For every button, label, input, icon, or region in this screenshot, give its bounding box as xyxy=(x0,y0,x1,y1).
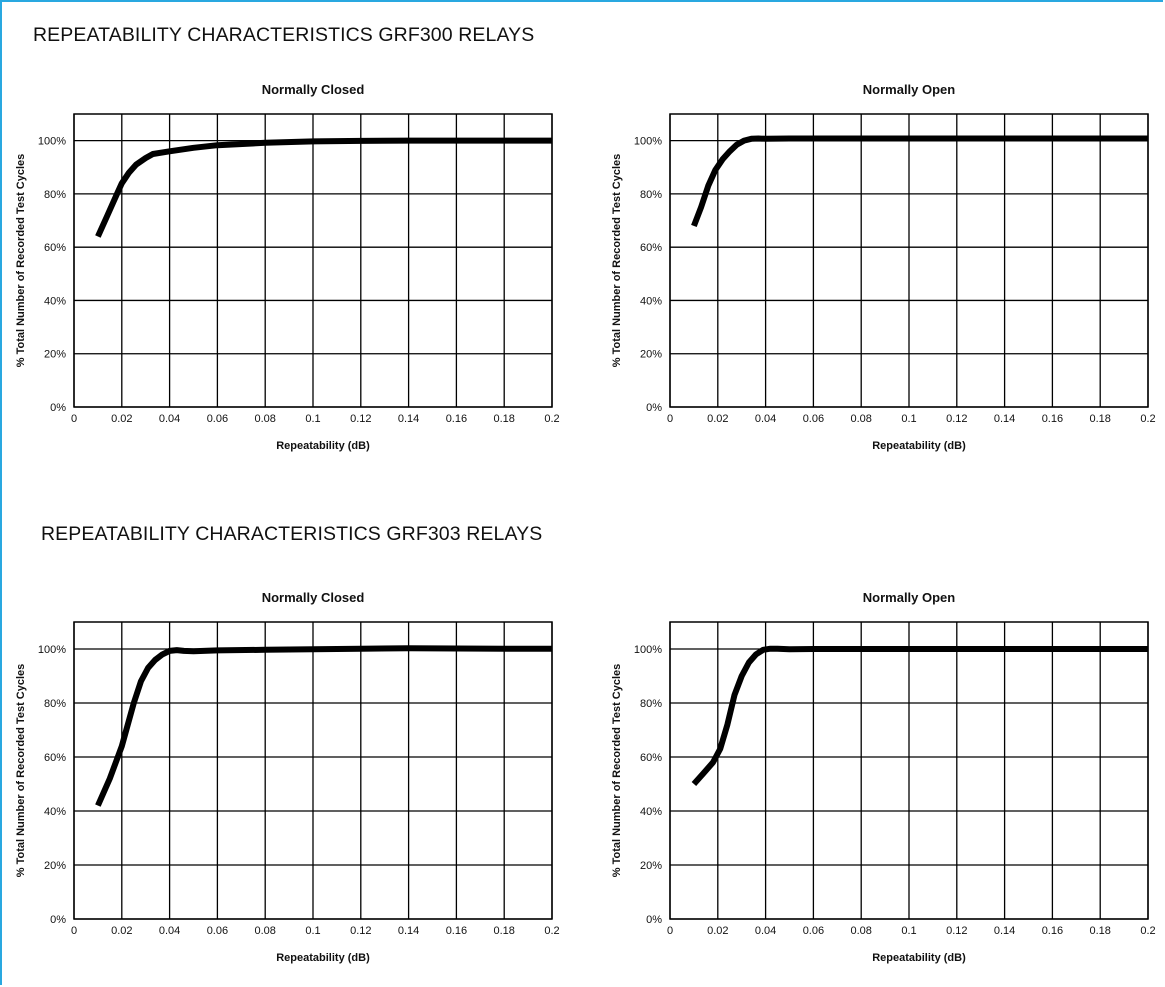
section-title-grf303: REPEATABILITY CHARACTERISTICS GRF303 REL… xyxy=(41,523,543,545)
y-tick-label: 40% xyxy=(44,295,66,307)
y-tick-label: 80% xyxy=(44,698,66,710)
y-tick-label: 80% xyxy=(44,189,66,201)
y-tick-label: 60% xyxy=(640,752,662,764)
x-tick-label: 0 xyxy=(667,925,673,937)
x-tick-label: 0.16 xyxy=(1042,413,1063,425)
chart-title: Normally Open xyxy=(863,590,956,605)
x-tick-label: 0.1 xyxy=(305,413,320,425)
y-tick-label: 0% xyxy=(646,402,662,414)
chart-grf303-normally-open: Normally Open 0 0.02 0.04 0.06 0.08 0.1 0.12 0.1… xyxy=(611,590,1156,964)
x-tick-label: 0.04 xyxy=(755,925,776,937)
x-tick-label: 0 xyxy=(71,925,77,937)
x-axis-label: Repeatability (dB) xyxy=(872,440,966,452)
y-tick-label: 100% xyxy=(38,644,66,656)
y-axis-label: % Total Number of Recorded Test Cycles xyxy=(611,154,623,368)
x-tick-label: 0.18 xyxy=(1089,925,1110,937)
y-tick-label: 80% xyxy=(640,698,662,710)
x-axis-label: Repeatability (dB) xyxy=(276,440,370,452)
x-tick-label: 0.06 xyxy=(207,413,228,425)
y-tick-label: 20% xyxy=(640,349,662,361)
series-line xyxy=(691,645,1148,786)
y-tick-label: 20% xyxy=(44,349,66,361)
y-tick-label: 20% xyxy=(44,860,66,872)
x-tick-label: 0 xyxy=(667,413,673,425)
x-tick-label: 0.12 xyxy=(350,413,371,425)
y-tick-label: 0% xyxy=(50,914,66,926)
y-tick-label: 60% xyxy=(44,242,66,254)
x-tick-label: 0.16 xyxy=(1042,925,1063,937)
plot-frame xyxy=(73,113,553,408)
x-tick-label: 0.12 xyxy=(350,925,371,937)
y-tick-label: 0% xyxy=(50,402,66,414)
x-tick-label: 0.08 xyxy=(254,413,275,425)
x-tick-label: 0.02 xyxy=(111,925,132,937)
x-axis-label: Repeatability (dB) xyxy=(276,952,370,964)
plot-frame xyxy=(669,621,1149,920)
x-tick-label: 0.12 xyxy=(946,413,967,425)
x-tick-label: 0.06 xyxy=(207,925,228,937)
chart-title: Normally Closed xyxy=(262,82,365,97)
x-tick-label: 0 xyxy=(71,413,77,425)
x-tick-label: 0.06 xyxy=(803,413,824,425)
y-tick-label: 60% xyxy=(44,752,66,764)
x-tick-label: 0.04 xyxy=(159,413,180,425)
x-tick-label: 0.14 xyxy=(994,413,1015,425)
y-axis-label: % Total Number of Recorded Test Cycles xyxy=(15,664,27,878)
x-axis-label: Repeatability (dB) xyxy=(872,952,966,964)
y-tick-label: 100% xyxy=(38,136,66,148)
chart-grf300-normally-closed: Normally Closed 0 0.02 0.04 0.06 0.08 0.1 0.12 0… xyxy=(15,82,560,452)
x-tick-label: 0.08 xyxy=(254,925,275,937)
x-tick-label: 0.14 xyxy=(398,925,419,937)
x-tick-label: 0.18 xyxy=(493,413,514,425)
y-tick-label: 100% xyxy=(634,136,662,148)
x-tick-label: 0.04 xyxy=(159,925,180,937)
x-tick-label: 0.14 xyxy=(398,413,419,425)
x-tick-label: 0.12 xyxy=(946,925,967,937)
series-line xyxy=(95,137,552,238)
x-tick-label: 0.1 xyxy=(901,413,916,425)
x-tick-label: 0.18 xyxy=(493,925,514,937)
y-tick-label: 40% xyxy=(640,806,662,818)
y-tick-label: 40% xyxy=(640,295,662,307)
y-axis-label: % Total Number of Recorded Test Cycles xyxy=(611,664,623,878)
x-tick-label: 0.2 xyxy=(544,925,559,937)
x-tick-label: 0.2 xyxy=(1140,925,1155,937)
x-tick-label: 0.1 xyxy=(305,925,320,937)
series-line xyxy=(95,645,552,807)
x-tick-label: 0.04 xyxy=(755,413,776,425)
chart-title: Normally Open xyxy=(863,82,956,97)
x-tick-label: 0.02 xyxy=(707,413,728,425)
plot-frame xyxy=(669,113,1149,408)
x-tick-label: 0.2 xyxy=(1140,413,1155,425)
x-tick-label: 0.16 xyxy=(446,925,467,937)
y-tick-label: 0% xyxy=(646,914,662,926)
y-tick-label: 60% xyxy=(640,242,662,254)
x-tick-label: 0.18 xyxy=(1089,413,1110,425)
series-line xyxy=(691,135,1148,227)
x-tick-label: 0.1 xyxy=(901,925,916,937)
y-tick-label: 100% xyxy=(634,644,662,656)
section-title-grf300: REPEATABILITY CHARACTERISTICS GRF300 REL… xyxy=(33,24,535,46)
y-tick-label: 80% xyxy=(640,189,662,201)
x-tick-label: 0.08 xyxy=(850,413,871,425)
chart-title: Normally Closed xyxy=(262,590,365,605)
chart-grf300-normally-open: Normally Open 0 0.02 0.04 0.06 0.08 0.1 0.12 0.1… xyxy=(611,82,1156,452)
x-tick-label: 0.2 xyxy=(544,413,559,425)
chart-grf303-normally-closed: Normally Closed 0 0.02 0.04 0.06 0.08 0.1 0.12 0… xyxy=(15,590,560,964)
x-tick-label: 0.08 xyxy=(850,925,871,937)
y-axis-label: % Total Number of Recorded Test Cycles xyxy=(15,154,27,368)
x-tick-label: 0.14 xyxy=(994,925,1015,937)
x-tick-label: 0.02 xyxy=(111,413,132,425)
y-tick-label: 20% xyxy=(640,860,662,872)
plot-frame xyxy=(73,621,553,920)
y-tick-label: 40% xyxy=(44,806,66,818)
x-tick-label: 0.06 xyxy=(803,925,824,937)
x-tick-label: 0.02 xyxy=(707,925,728,937)
x-tick-label: 0.16 xyxy=(446,413,467,425)
